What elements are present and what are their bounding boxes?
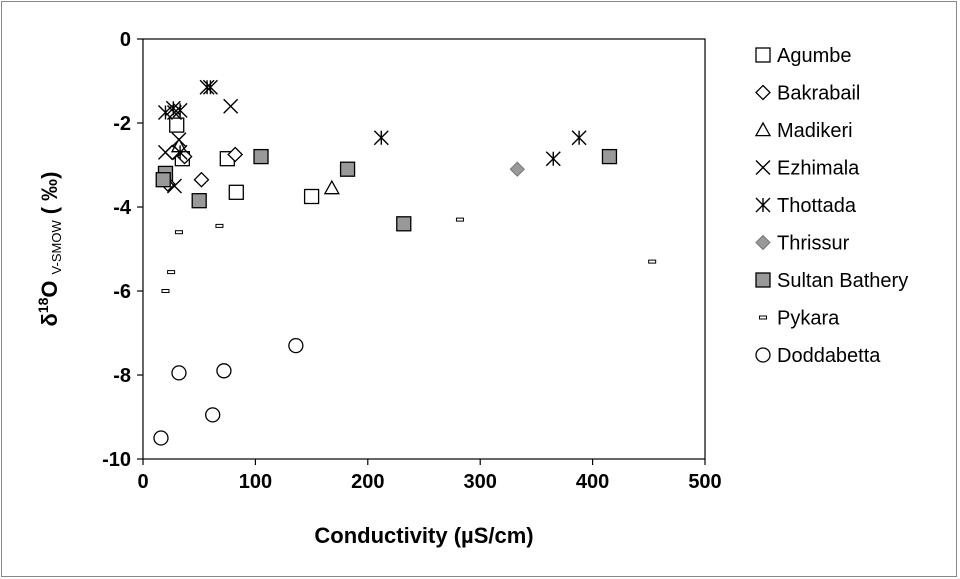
data-point <box>339 161 356 177</box>
legend-item: Bakrabail <box>755 83 860 105</box>
legend-marker <box>755 347 771 363</box>
data-point <box>545 151 561 167</box>
y-tick-label: 0 <box>120 29 131 51</box>
x-tick-label: 400 <box>576 471 609 493</box>
y-axis-title-sup: 18 <box>35 297 51 313</box>
data-point <box>191 193 207 209</box>
data-point <box>455 217 464 222</box>
data-point <box>288 337 304 354</box>
data-point <box>172 144 188 160</box>
data-point <box>157 144 173 160</box>
plot-area <box>142 38 706 460</box>
data-point <box>253 148 269 165</box>
data-point <box>215 223 224 228</box>
legend-label: Bakrabail <box>777 83 860 105</box>
y-tick-label: -10 <box>102 449 131 471</box>
data-point <box>373 130 389 146</box>
legend-item: Pykara <box>759 308 840 330</box>
data-point <box>167 270 176 275</box>
legend-item: Sultan Bathery <box>755 270 908 292</box>
legend-item: Thottada <box>755 195 857 217</box>
data-point <box>174 230 183 235</box>
legend-label: Thrissur <box>777 233 850 255</box>
data-point <box>172 102 188 118</box>
y-axis-title-sub: V-SMOW <box>49 220 64 275</box>
data-point <box>216 363 232 379</box>
x-tick-label: 0 <box>137 471 148 493</box>
y-tick-label: -2 <box>113 113 131 135</box>
data-point <box>171 132 187 148</box>
y-axis-title-delta: δ <box>37 313 62 326</box>
legend: Agumbe Bakrabail Madikeri Ezhimala Thottada T… <box>754 45 908 367</box>
data-points <box>153 79 657 446</box>
series-thottada <box>157 79 587 167</box>
y-axis-title: δ18O V-SMOW ( ‰) <box>35 172 64 327</box>
data-point <box>571 130 587 146</box>
data-point <box>169 117 185 133</box>
legend-marker <box>755 234 771 251</box>
legend-item: Thrissur <box>755 233 850 255</box>
data-point <box>228 184 244 200</box>
data-point <box>157 105 173 120</box>
data-point <box>396 216 412 232</box>
legend-item: Doddabetta <box>755 345 881 367</box>
axis-ticks: 0 100 200 300 400 500 0 -2 -4 -6 -8 -10 <box>102 29 722 493</box>
legend-label: Sultan Bathery <box>777 270 908 292</box>
data-point <box>161 289 170 293</box>
data-point <box>223 98 239 114</box>
data-point <box>193 171 210 188</box>
data-point <box>155 172 171 188</box>
series-doddabetta <box>153 337 304 446</box>
y-tick-label: -8 <box>113 365 131 387</box>
legend-label: Madikeri <box>777 120 853 142</box>
legend-marker <box>755 197 771 213</box>
legend-marker <box>755 272 771 288</box>
legend-item: Madikeri <box>754 120 853 142</box>
series-pykara <box>161 217 657 293</box>
legend-label: Doddabetta <box>777 345 881 367</box>
legend-label: Thottada <box>777 195 857 217</box>
y-axis-title-main: O <box>37 280 62 297</box>
data-point <box>509 161 525 177</box>
data-point <box>199 79 215 95</box>
x-tick-label: 500 <box>688 471 721 493</box>
series-thrissur <box>509 161 525 177</box>
data-point <box>227 146 244 163</box>
x-tick-label: 100 <box>239 471 272 493</box>
data-point <box>303 188 320 205</box>
data-point <box>205 407 221 423</box>
legend-item: Ezhimala <box>755 158 860 180</box>
data-point <box>323 179 340 195</box>
legend-marker <box>755 160 771 175</box>
x-tick-label: 300 <box>464 471 497 493</box>
y-axis-title-unit: ( ‰) <box>37 172 62 215</box>
x-axis-title: Conductivity (µS/cm) <box>314 523 533 548</box>
legend-marker <box>754 121 772 137</box>
data-point <box>171 365 187 381</box>
legend-label: Pykara <box>777 308 840 330</box>
y-tick-label: -6 <box>113 281 131 303</box>
data-point <box>648 259 657 264</box>
legend-marker <box>755 84 771 101</box>
x-tick-label: 200 <box>351 471 384 493</box>
legend-label: Agumbe <box>777 45 852 67</box>
legend-label: Ezhimala <box>777 158 860 180</box>
data-point <box>601 148 618 165</box>
legend-marker <box>759 315 767 320</box>
legend-marker <box>755 47 771 63</box>
legend-item: Agumbe <box>755 45 852 67</box>
series-sultan-bathery <box>155 148 618 232</box>
data-point <box>153 430 169 446</box>
data-point <box>202 79 218 95</box>
y-tick-label: -4 <box>113 197 132 219</box>
